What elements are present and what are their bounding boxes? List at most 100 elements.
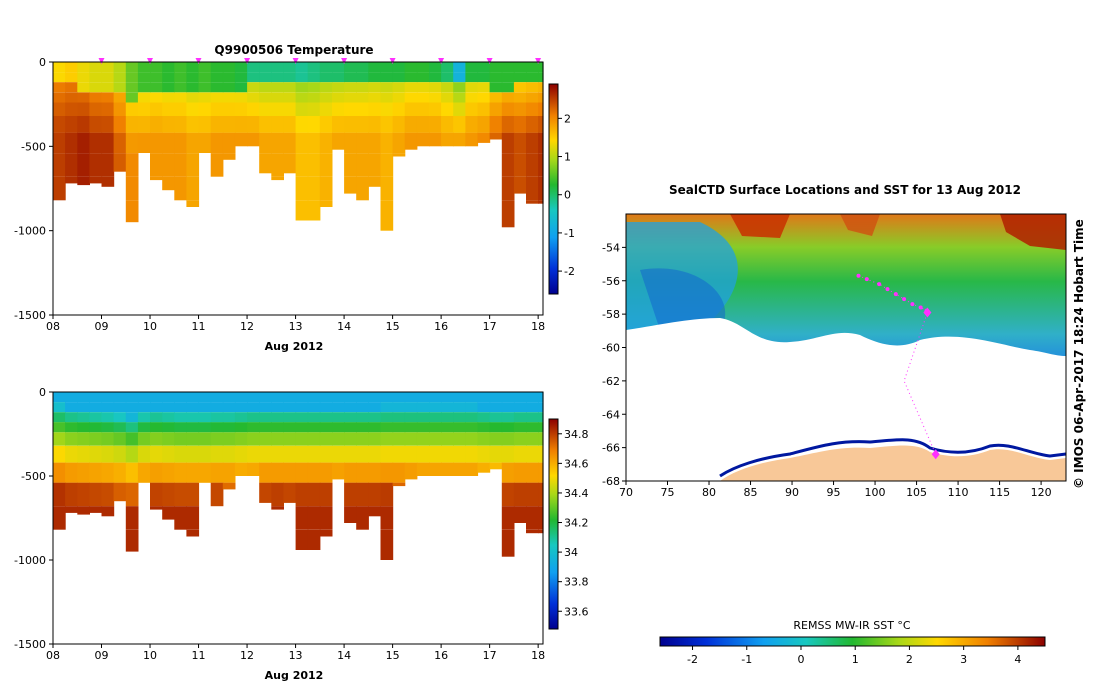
profile-cell — [283, 102, 297, 116]
profile-cell — [210, 153, 224, 177]
profile-cell — [307, 462, 321, 483]
profile-cell — [65, 72, 78, 83]
profile-cell — [101, 432, 115, 446]
profile-cell — [150, 176, 163, 181]
colorbar-tick-label: 34 — [564, 546, 578, 559]
profile-cell — [319, 506, 333, 530]
profile-cell — [137, 392, 151, 403]
x-tick-label: 12 — [240, 320, 254, 333]
sst-colorbar-tick-label: 4 — [1014, 653, 1021, 666]
profile-cell — [404, 422, 418, 433]
profile-cell — [247, 422, 260, 433]
profile-cell — [125, 116, 139, 133]
profile-cell — [441, 62, 454, 73]
profile-cell — [162, 402, 175, 413]
map-lon-label: 95 — [827, 486, 841, 499]
sal-profile-cells — [53, 392, 544, 560]
profile-cell — [356, 432, 369, 446]
profile-cell — [441, 92, 454, 103]
profile-cell — [538, 102, 544, 116]
profile-cell — [186, 116, 200, 133]
x-tick-label: 09 — [95, 320, 109, 333]
profile-cell — [137, 72, 151, 83]
map-lat-label: -54 — [602, 241, 620, 254]
profile-cell — [344, 176, 357, 194]
profile-cell — [489, 445, 503, 463]
profile-cell — [101, 392, 115, 403]
profile-cell — [162, 102, 175, 116]
profile-cell — [295, 153, 309, 177]
profile-cell — [137, 62, 151, 73]
profile-cell — [101, 82, 115, 93]
profile-cell — [404, 82, 418, 93]
profile-cell — [162, 482, 175, 507]
profile-marker — [98, 58, 105, 64]
profile-cell — [380, 132, 394, 153]
profile-cell — [441, 132, 454, 147]
profile-cell — [489, 422, 503, 433]
profile-cell — [526, 153, 539, 177]
profile-cell — [319, 62, 333, 73]
profile-cell — [453, 82, 466, 93]
profile-cell — [186, 482, 200, 507]
profile-cell — [307, 412, 321, 423]
sal-y-axis: 0 -500 -1000 -1500 — [14, 386, 53, 651]
profile-cell — [174, 412, 187, 423]
profile-cell — [477, 462, 491, 473]
profile-cell — [234, 462, 248, 476]
y-tick-label: -1500 — [14, 309, 46, 322]
profile-cell — [53, 72, 66, 83]
profile-cell — [53, 82, 66, 93]
profile-cell — [125, 392, 139, 403]
profile-cell — [501, 72, 515, 83]
profile-cell — [465, 402, 479, 413]
profile-cell — [162, 62, 175, 73]
profile-cell — [380, 445, 394, 463]
profile-cell — [513, 432, 527, 446]
profile-cell — [65, 102, 78, 116]
profile-cell — [380, 62, 394, 73]
profile-cell — [89, 102, 103, 116]
profile-cell — [150, 506, 163, 510]
profile-cell — [150, 92, 163, 103]
profile-cell — [150, 132, 163, 153]
profile-cell — [526, 412, 539, 423]
profile-cell — [198, 432, 212, 446]
x-tick-label: 17 — [483, 320, 497, 333]
profile-cell — [356, 102, 369, 116]
profile-cell — [404, 392, 418, 403]
profile-cell — [465, 432, 479, 446]
profile-cell — [441, 432, 454, 446]
profile-cell — [295, 82, 309, 93]
profile-cell — [356, 92, 369, 103]
x-tick-label: 17 — [483, 649, 497, 662]
profile-cell — [380, 392, 394, 403]
profile-cell — [465, 62, 479, 73]
profile-cell — [174, 82, 187, 93]
profile-marker — [292, 58, 299, 64]
profile-cell — [465, 132, 479, 147]
profile-cell — [247, 102, 260, 116]
profile-cell — [356, 506, 369, 530]
profile-cell — [429, 402, 442, 413]
profile-cell — [271, 132, 284, 153]
profile-cell — [513, 482, 527, 507]
sst-warm-patch-3 — [1000, 214, 1066, 250]
profile-cell — [356, 116, 369, 133]
profile-cell — [356, 82, 369, 93]
profile-marker — [244, 58, 251, 64]
profile-cell — [174, 176, 187, 201]
profile-cell — [210, 116, 224, 133]
map-lat-label: -60 — [602, 342, 620, 355]
profile-cell — [368, 176, 381, 187]
profile-cell — [77, 445, 90, 463]
profile-cell — [319, 402, 333, 413]
profile-cell — [101, 445, 115, 463]
profile-cell — [247, 412, 260, 423]
profile-cell — [137, 462, 151, 483]
profile-cell — [162, 176, 175, 191]
profile-cell — [356, 72, 369, 83]
sst-colorbar-label: REMSS MW-IR SST °C — [793, 619, 911, 632]
sst-colorbar-ticks: -2 -1 0 1 2 3 4 — [687, 646, 1021, 666]
profile-cell — [247, 116, 260, 133]
